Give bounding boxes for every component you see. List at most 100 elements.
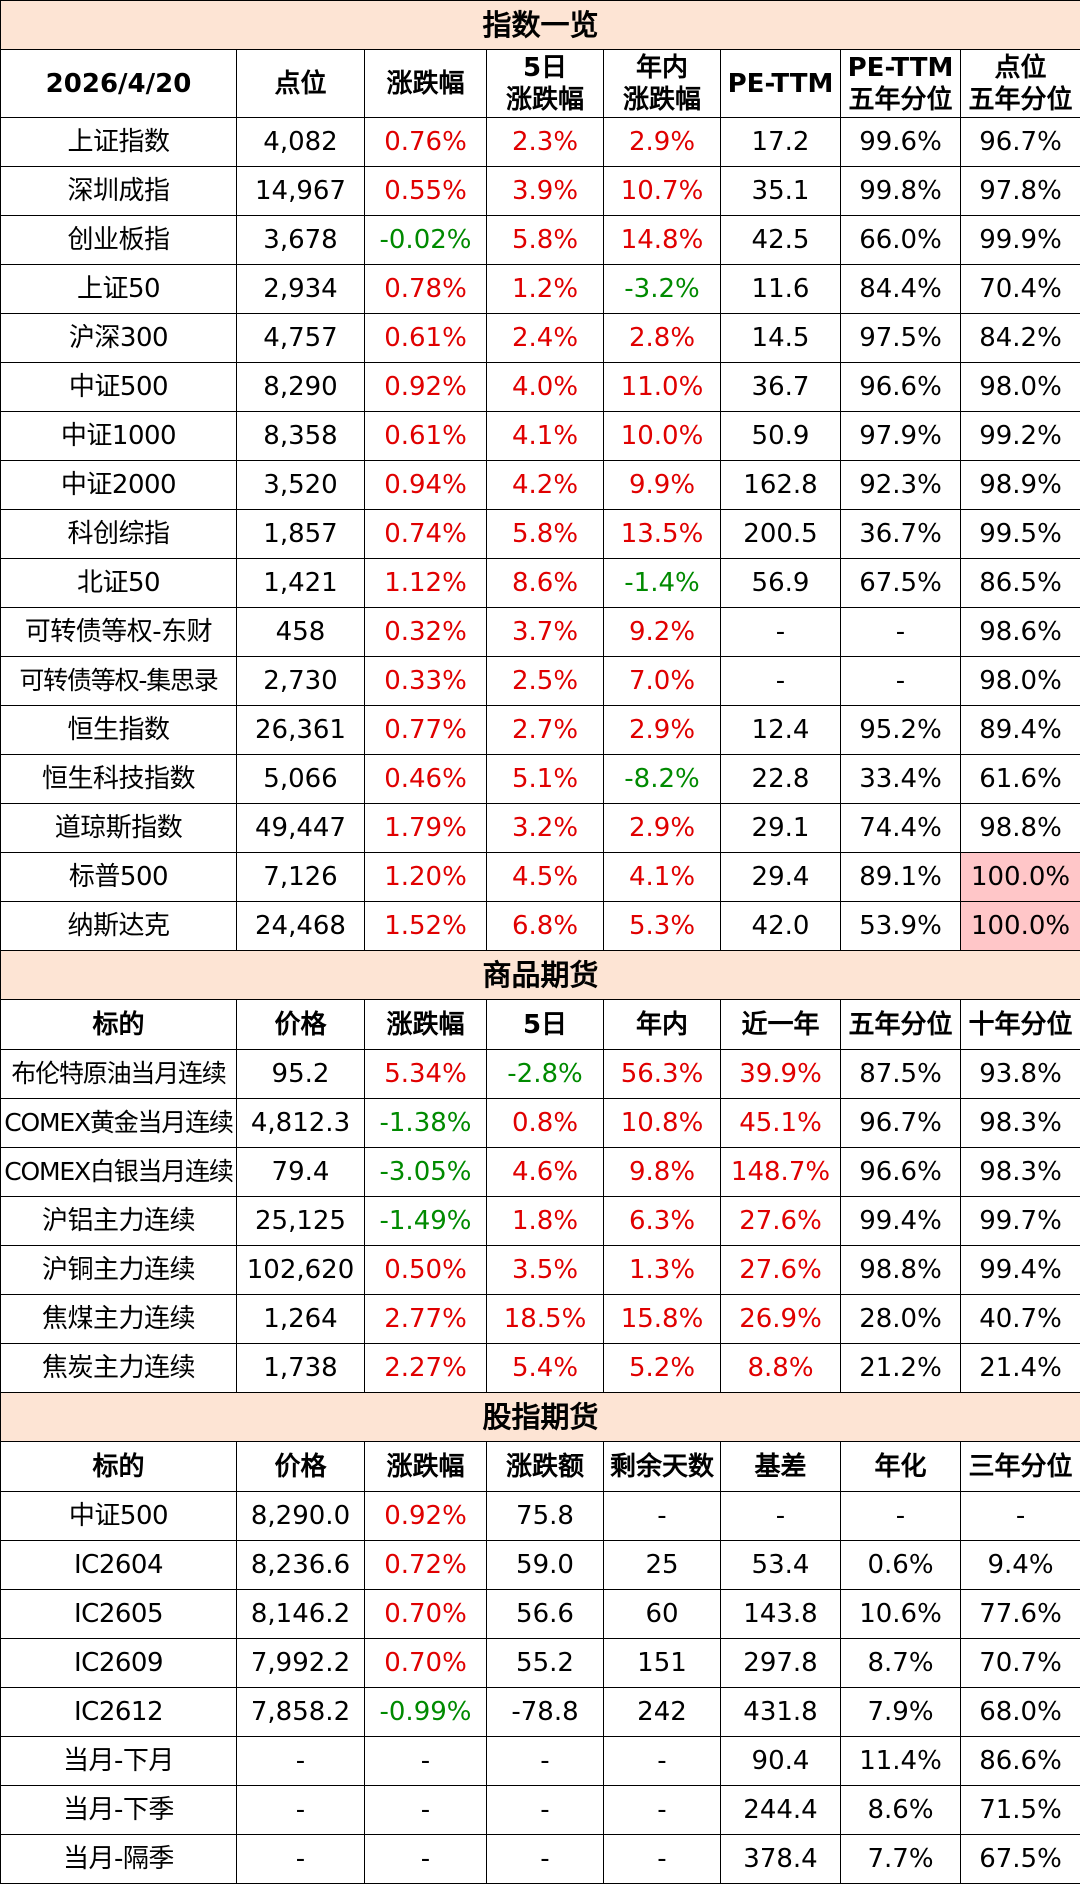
index-value-cell: 1,857: [236, 509, 365, 559]
commodity-value-cell: 93.8%: [959, 1049, 1080, 1099]
header-line: 年内: [635, 52, 688, 83]
index-table-row: 可转债等权-集思录 2,730 0.33% 2.5% 7.0% - -98.0%: [0, 656, 1080, 706]
futures-value-cell: -: [364, 1834, 487, 1884]
futures-value-cell: 90.4: [720, 1736, 841, 1786]
futures-header-cell: 基差: [720, 1441, 841, 1492]
index-value-cell: 92.3%: [840, 460, 961, 510]
index-value-cell: 4,082: [236, 117, 365, 167]
index-value-cell: 1,421: [236, 558, 365, 608]
index-value-cell: 458: [236, 607, 365, 657]
index-value-cell: 100.0%: [959, 852, 1080, 902]
futures-value-cell: 11.4%: [840, 1736, 961, 1786]
commodity-value-cell: 27.6%: [720, 1245, 841, 1295]
index-value-cell: 97.8%: [959, 166, 1080, 216]
futures-name-cell: IC2604: [0, 1540, 237, 1590]
index-header-cell: 2026/4/20: [0, 49, 237, 118]
commodity-value-cell: 1,738: [236, 1343, 365, 1393]
index-name-cell: 纳斯达克: [0, 901, 237, 951]
commodity-table-row: 沪铝主力连续 25,125 -1.49% 1.8% 6.3% 27.6% 99.4% 99.7…: [0, 1196, 1080, 1246]
commodity-value-cell: 8.8%: [720, 1343, 841, 1393]
index-value-cell: 98.8%: [959, 803, 1080, 853]
index-name-cell: 中证500: [0, 362, 237, 412]
header-line: 点位: [994, 52, 1047, 83]
header-line: 5日: [522, 52, 568, 83]
commodity-value-cell: 1.8%: [486, 1196, 604, 1246]
header-line: 点位: [274, 68, 327, 99]
index-value-cell: 3.9%: [486, 166, 604, 216]
futures-value-cell: 25: [603, 1540, 721, 1590]
commodity-name-cell: 沪铜主力连续: [0, 1245, 237, 1295]
index-value-cell: 4.0%: [486, 362, 604, 412]
index-value-cell: 4.2%: [486, 460, 604, 510]
index-value-cell: 11.6: [720, 264, 841, 314]
futures-table-row: 当月-下季 - - - -244.4 8.6% 71.5%: [0, 1785, 1080, 1835]
futures-value-cell: 0.6%: [840, 1540, 961, 1590]
futures-value-cell: -: [603, 1785, 721, 1835]
commodity-header-cell: 标的: [0, 999, 237, 1050]
futures-table-row: 当月-下月 - - - -90.4 11.4% 86.6%: [0, 1736, 1080, 1786]
commodity-value-cell: 3.5%: [486, 1245, 604, 1295]
index-value-cell: 4.1%: [486, 411, 604, 461]
futures-value-cell: 0.92%: [364, 1491, 487, 1541]
commodity-table-row: 布伦特原油当月连续 95.2 5.34% -2.8% 56.3% 39.9% 87.5% 93…: [0, 1049, 1080, 1099]
commodity-header-cell: 5日: [486, 999, 604, 1050]
commodity-header-cell: 近一年: [720, 999, 841, 1050]
commodity-value-cell: 79.4: [236, 1147, 365, 1197]
index-value-cell: 36.7%: [840, 509, 961, 559]
index-name-cell: 标普500: [0, 852, 237, 902]
index-value-cell: 2,730: [236, 656, 365, 706]
futures-value-cell: -: [486, 1785, 604, 1835]
futures-value-cell: -: [720, 1491, 841, 1541]
index-value-cell: 1.12%: [364, 558, 487, 608]
index-table-row: 上证50 2,934 0.78% 1.2% -3.2% 11.6 84.4% 70.4%: [0, 264, 1080, 314]
index-value-cell: 89.1%: [840, 852, 961, 902]
futures-value-cell: -: [959, 1491, 1080, 1541]
index-header-cell: PE-TTM: [720, 49, 841, 118]
commodity-value-cell: 95.2: [236, 1049, 365, 1099]
index-value-cell: 9.9%: [603, 460, 721, 510]
futures-value-cell: 55.2: [486, 1638, 604, 1688]
commodity-value-cell: -3.05%: [364, 1147, 487, 1197]
index-value-cell: 50.9: [720, 411, 841, 461]
futures-header-cell: 涨跌幅: [364, 1441, 487, 1492]
commodity-value-cell: 26.9%: [720, 1294, 841, 1344]
index-table-row: 科创综指 1,857 0.74% 5.8% 13.5% 200.5 36.7% 99.5%: [0, 509, 1080, 559]
index-value-cell: 100.0%: [959, 901, 1080, 951]
index-table-row: 道琼斯指数 49,447 1.79% 3.2% 2.9% 29.1 74.4% 98.8%: [0, 803, 1080, 853]
commodity-value-cell: 98.3%: [959, 1147, 1080, 1197]
index-value-cell: 1.2%: [486, 264, 604, 314]
futures-value-cell: 0.70%: [364, 1638, 487, 1688]
index-value-cell: 3.7%: [486, 607, 604, 657]
index-value-cell: 98.0%: [959, 362, 1080, 412]
index-name-cell: 道琼斯指数: [0, 803, 237, 853]
futures-name-cell: IC2612: [0, 1687, 237, 1737]
futures-value-cell: -: [236, 1785, 365, 1835]
index-table-row: 上证指数 4,082 0.76% 2.3% 2.9% 17.2 99.6% 96.7%: [0, 117, 1080, 167]
index-value-cell: -: [720, 656, 841, 706]
futures-value-cell: 56.6: [486, 1589, 604, 1639]
commodity-value-cell: 15.8%: [603, 1294, 721, 1344]
index-name-cell: 科创综指: [0, 509, 237, 559]
commodity-name-cell: 焦煤主力连续: [0, 1294, 237, 1344]
futures-value-cell: 8.7%: [840, 1638, 961, 1688]
index-value-cell: 2.9%: [603, 117, 721, 167]
index-value-cell: 0.78%: [364, 264, 487, 314]
commodity-value-cell: 39.9%: [720, 1049, 841, 1099]
index-value-cell: 13.5%: [603, 509, 721, 559]
commodity-header-cell: 价格: [236, 999, 365, 1050]
futures-value-cell: -78.8: [486, 1687, 604, 1737]
index-value-cell: 8,290: [236, 362, 365, 412]
index-value-cell: 35.1: [720, 166, 841, 216]
index-header-cell: 5日 涨跌幅: [486, 49, 604, 118]
commodity-table-row: 焦煤主力连续 1,264 2.77% 18.5% 15.8% 26.9% 28.0% 40.7…: [0, 1294, 1080, 1344]
commodity-value-cell: 27.6%: [720, 1196, 841, 1246]
header-line: 涨跌幅: [386, 68, 465, 99]
index-name-cell: 中证1000: [0, 411, 237, 461]
header-line: 涨跌幅: [505, 84, 584, 115]
commodity-value-cell: 5.4%: [486, 1343, 604, 1393]
index-value-cell: 42.0: [720, 901, 841, 951]
futures-value-cell: 7.9%: [840, 1687, 961, 1737]
index-name-cell: 创业板指: [0, 215, 237, 265]
index-value-cell: 53.9%: [840, 901, 961, 951]
futures-value-cell: 70.7%: [959, 1638, 1080, 1688]
